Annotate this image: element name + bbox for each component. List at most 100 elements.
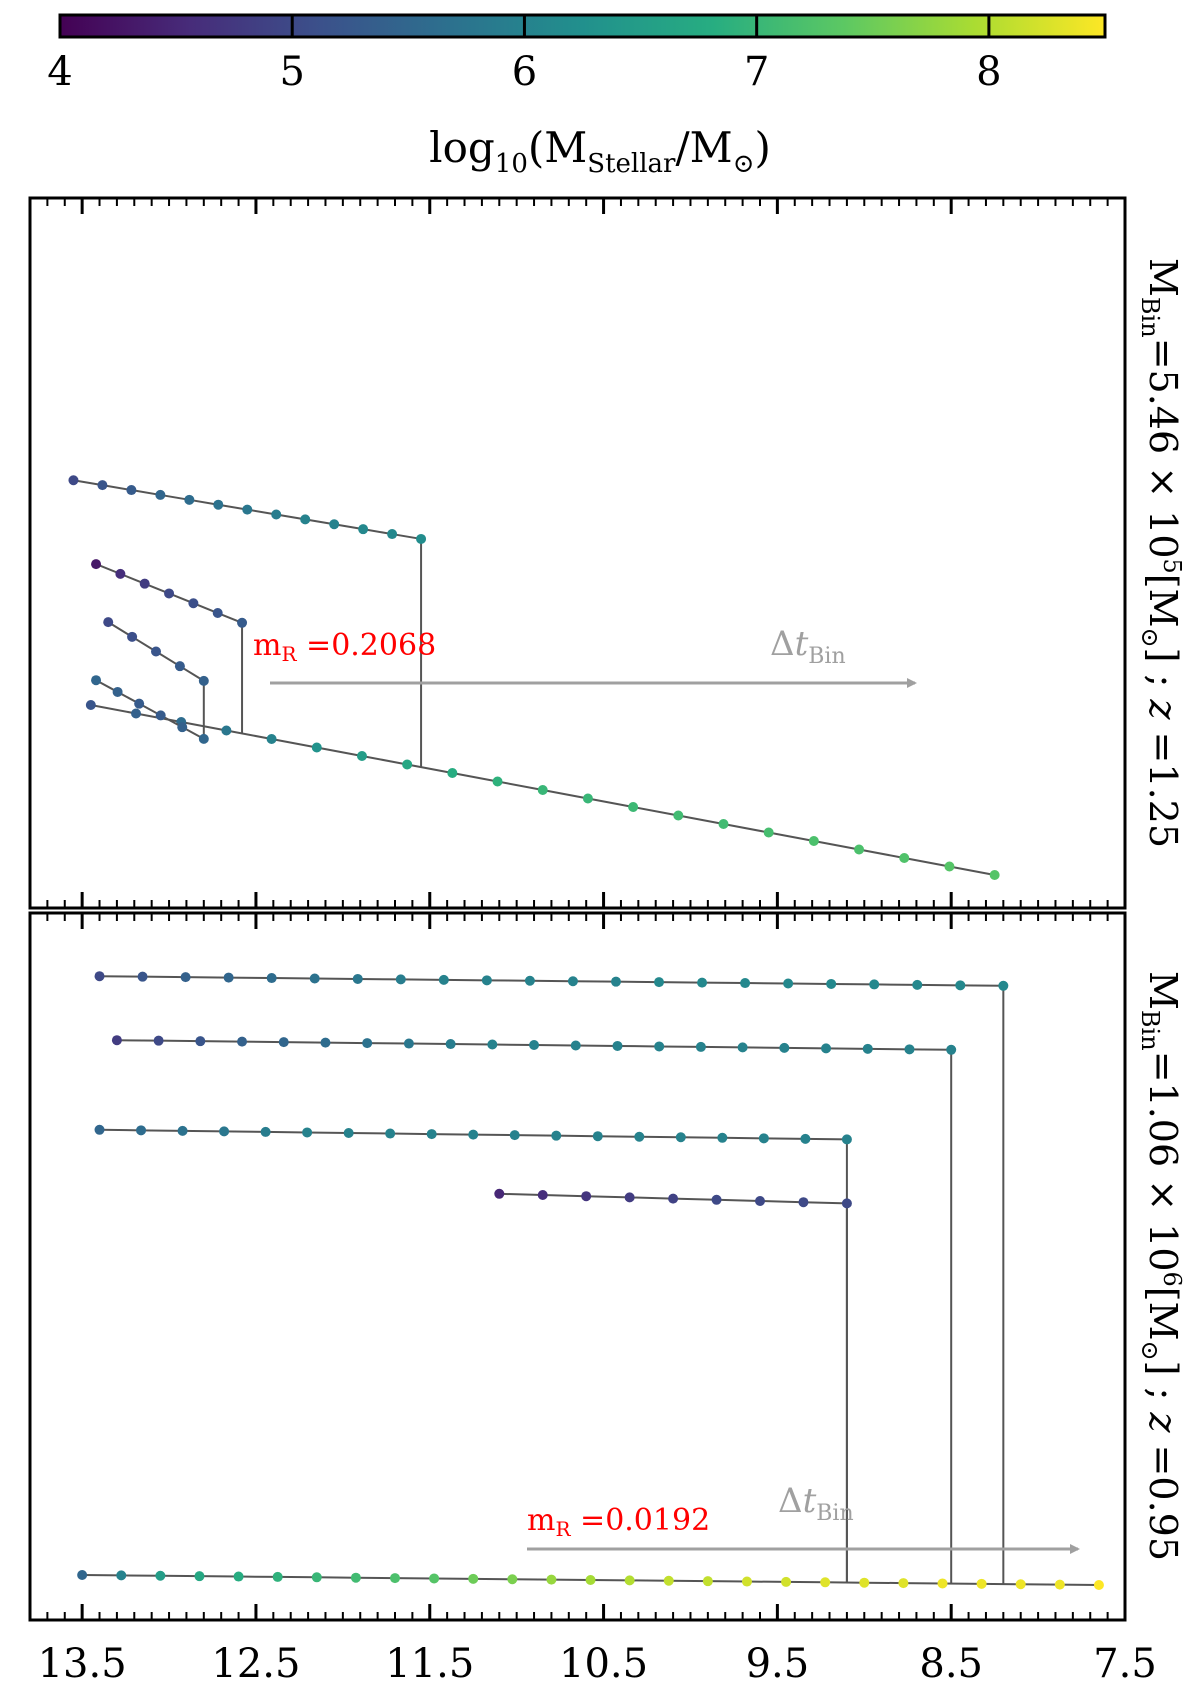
colorbar-tick-label: 8 [976,49,1001,95]
tree-halo-point [309,973,320,984]
tree-halo-point [94,971,105,982]
tree-halo-point [546,1574,557,1585]
tree-halo-point [800,1133,811,1144]
tree-halo-point [112,686,123,697]
tree-halo-point [387,529,398,540]
tree-halo-point [702,1576,713,1587]
panel-top-delta-sign: Δ [770,624,795,664]
panel-bottom-side-unit-open: [M [1141,1287,1185,1341]
tree-halo-point [783,978,794,989]
tree-halo-point [551,1130,562,1141]
tree-halo-point [300,514,311,525]
x-tick-label: 12.5 [211,1641,300,1685]
tree-halo-point [356,751,367,761]
panel-bottom-delta-sign: Δ [778,1481,803,1521]
panel-top-side-sub: Bin [1136,297,1164,338]
tree-halo-point [103,617,114,628]
tree-halo-point [570,1040,581,1051]
tree-halo-point [221,725,232,736]
x-tick-label: 8.5 [919,1641,983,1685]
panel-top-side-label: MBin=5.46 × 105[M⊙] ; z =1.25 [1136,258,1186,848]
tree-halo-point [898,1578,909,1589]
tree-halo-point [663,1575,674,1586]
panel-top-mass-ratio: mR =0.2068 [253,628,436,666]
x-tick-label: 9.5 [746,1641,810,1685]
tree-halo-point [116,1570,127,1581]
panel-bottom-mass-ratio-value: =0.0192 [571,1503,711,1538]
panel-bottom-side-m: M [1141,971,1185,1010]
colorbar-label: log10(MStellar/M⊙) [429,123,771,179]
tree-halo-point [223,972,234,983]
tree-halo-point [779,1042,790,1053]
colorbar: 4 5 6 7 8 log10(MStellar/M⊙) [47,13,1107,179]
tree-halo-point [445,1039,456,1050]
tree-halo-point [242,504,253,515]
panel-top-side-unit-open: [M [1141,574,1185,628]
tree-halo-point [537,785,548,795]
tree-halo-point [468,1129,479,1140]
tree-halo-point [352,973,363,984]
tree-halo-point [592,1131,603,1142]
x-tick-label: 10.5 [559,1641,648,1685]
tree-halo-point [668,1193,679,1204]
colorbar-label-base: 10 [495,149,528,179]
tree-halo-point [385,1128,396,1139]
tree-halo-point [468,1573,479,1584]
x-tick-label: 7.5 [1093,1641,1157,1685]
tree-halo-point [1093,1580,1104,1590]
tree-halo-point [177,1125,188,1136]
colorbar-label-mid: /M [675,123,732,172]
tree-halo-point [634,1131,645,1142]
tree-halo-point [237,1036,248,1047]
tree-halo-point [695,1041,706,1052]
tree-halo-point [237,617,248,628]
tree-halo-point [946,1044,957,1055]
x-tick-label: 13.5 [38,1641,127,1685]
tree-halo-point [955,980,966,991]
tree-halo-point [808,836,819,846]
tree-halo-point [481,975,492,986]
panel-top-frame [28,196,1127,910]
colorbar-label-stellar: Stellar [587,149,676,179]
panel-bottom-merger-tree [77,971,1104,1590]
tree-halo-point [763,827,774,838]
tree-halo-point [537,1190,548,1200]
tree-halo-point [912,979,923,990]
tree-halo-point [272,1571,283,1582]
tree-halo-point [487,1039,498,1050]
tree-halo-point [134,698,145,709]
tree-halo-point [212,608,223,619]
tree-halo-point [524,975,535,986]
tree-halo-point [403,1038,414,1049]
panel-bottom-ticks [29,913,1127,1620]
tree-halo-point [174,661,185,672]
tree-halo-point [198,675,209,686]
tree-halo-point [711,1194,722,1205]
tree-halo-point [177,722,188,733]
panel-bottom-delta-t: t [803,1481,817,1521]
tree-halo-point [329,519,340,530]
tree-halo-point [697,977,708,988]
panel-bottom-side-value: =1.06 × 10 [1141,1051,1185,1272]
panel-top-delta-t-label: ΔtBin [770,624,846,669]
tree-halo-point [854,844,865,855]
tree-halo-point [612,1040,623,1051]
tree-halo-point [188,598,199,609]
tree-halo-point [390,1573,400,1584]
tree-halo-point [155,1570,166,1581]
tree-halo-point [581,1191,592,1202]
panel-bottom-mass-ratio: mR =0.0192 [527,1503,710,1541]
colorbar-gradient [58,13,1107,39]
panel-bottom-side-label: MBin=1.06 × 106[M⊙] ; z =0.95 [1136,971,1186,1561]
tree-halo-point [184,494,195,505]
tree-halo-point [358,524,369,535]
tree-halo-point [111,1035,122,1046]
tree-halo-point [311,742,322,753]
tree-halo-point [989,870,1000,880]
tree-halo-point [213,499,224,510]
tree-halo-point [798,1197,809,1208]
panel-top-side-value: =5.46 × 10 [1141,338,1185,559]
tree-halo-point [85,700,96,710]
panel-top-mass-ratio-sub: R [281,642,297,666]
tree-halo-point [266,734,277,744]
